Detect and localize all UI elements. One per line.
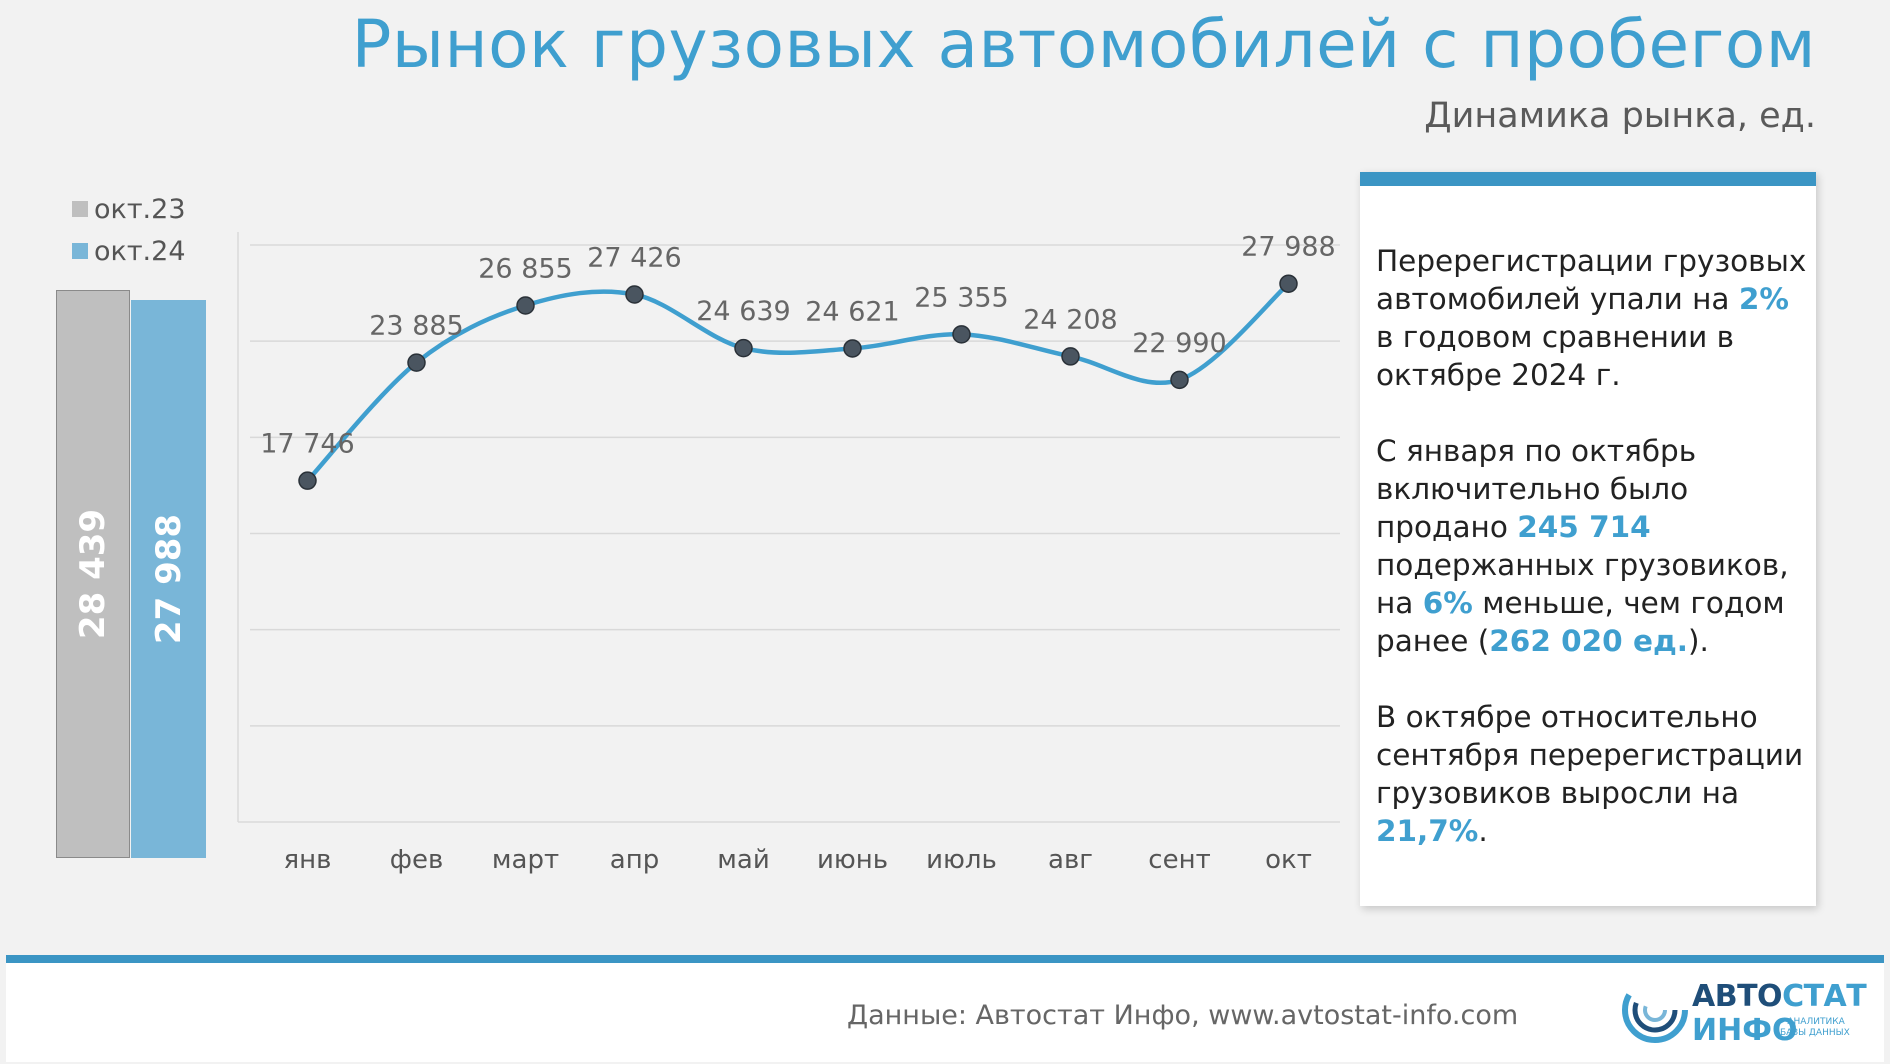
legend-item-oct23: окт.23 bbox=[72, 188, 186, 230]
info-box: Перерегистрации грузовых автомобилей упа… bbox=[1360, 172, 1816, 906]
data-point bbox=[1170, 370, 1189, 390]
legend-item-oct24: окт.24 bbox=[72, 230, 186, 272]
info-p1-text-a: Перерегистрации грузовых автомобилей упа… bbox=[1376, 244, 1807, 316]
data-point bbox=[1279, 274, 1298, 293]
logo-info: ИНФО bbox=[1692, 1013, 1798, 1048]
data-point bbox=[734, 338, 753, 358]
x-tick-label: май bbox=[717, 845, 769, 875]
bar-oct24: 27 988 bbox=[131, 300, 206, 858]
info-p1-text-b: в годовом сравнении в октябре 2024 г. bbox=[1376, 320, 1735, 392]
x-tick-label: март bbox=[492, 845, 559, 875]
legend-label-oct24: окт.24 bbox=[94, 235, 186, 267]
source-text: Данные: Автостат Инфо, www.avtostat-info… bbox=[847, 1000, 1519, 1031]
info-p1-highlight: 2% bbox=[1738, 282, 1789, 316]
x-tick-label: янв bbox=[284, 845, 332, 875]
logo-stat: СТАТ bbox=[1782, 979, 1867, 1014]
legend-swatch-oct23 bbox=[72, 201, 88, 217]
info-p2-text-b: подержанных грузовиков, на bbox=[1376, 548, 1789, 620]
info-p2-text-c: меньше, чем годом ранее ( bbox=[1376, 586, 1785, 658]
data-point bbox=[952, 325, 971, 344]
info-text: Перерегистрации грузовых автомобилей упа… bbox=[1376, 242, 1812, 888]
legend-label-oct23: окт.23 bbox=[94, 193, 186, 225]
x-tick-label: июль bbox=[926, 845, 997, 875]
series-line bbox=[305, 281, 1291, 483]
footer-rule bbox=[6, 955, 1884, 963]
data-label: 22 990 bbox=[1132, 328, 1226, 359]
data-label: 23 885 bbox=[369, 311, 463, 342]
logo-swirl-icon bbox=[1622, 977, 1688, 1043]
data-point bbox=[843, 339, 862, 358]
logo-wordmark-top: АВТОСТАТ bbox=[1692, 979, 1867, 1014]
info-paragraph-3: В октябре относительно сентября перереги… bbox=[1376, 698, 1812, 850]
info-p2-text-d: ). bbox=[1688, 624, 1709, 658]
info-p2-text-a: С января по октябрь включительно было пр… bbox=[1376, 434, 1697, 544]
data-label: 24 621 bbox=[805, 296, 899, 327]
x-tick-label: июнь bbox=[817, 845, 888, 875]
data-label: 17 746 bbox=[260, 429, 354, 460]
legend: окт.23 окт.24 bbox=[72, 188, 186, 272]
legend-swatch-oct24 bbox=[72, 243, 88, 259]
data-label: 27 988 bbox=[1241, 232, 1335, 263]
x-tick-label: фев bbox=[390, 845, 444, 875]
info-paragraph-2: С января по октябрь включительно было пр… bbox=[1376, 432, 1812, 660]
x-tick-label: авг bbox=[1048, 845, 1093, 875]
bar-oct23: 28 439 bbox=[56, 290, 130, 858]
data-label: 24 639 bbox=[696, 296, 790, 327]
data-point bbox=[1061, 347, 1080, 366]
data-label: 24 208 bbox=[1023, 304, 1117, 335]
info-box-header-bar bbox=[1360, 172, 1816, 186]
x-tick-label: окт bbox=[1265, 845, 1312, 875]
info-p2-highlight-2: 6% bbox=[1422, 586, 1473, 620]
info-p2-highlight-3: 262 020 ед. bbox=[1489, 624, 1689, 658]
x-tick-label: сент bbox=[1148, 845, 1210, 875]
data-point bbox=[298, 471, 317, 490]
data-label: 25 355 bbox=[914, 282, 1008, 313]
line-chart: 17 746 янв 23 885 фев 26 855 март 27 426 апр 24 … bbox=[237, 232, 1340, 875]
logo-subtitle: ▸ АНАЛИТИКА БАЗЫ ДАННЫХ bbox=[1780, 1017, 1850, 1039]
info-p3-text-b: . bbox=[1478, 814, 1488, 848]
page-subtitle: Динамика рынка, ед. bbox=[1424, 96, 1816, 136]
info-p3-highlight: 21,7% bbox=[1376, 814, 1479, 848]
data-point bbox=[407, 353, 426, 372]
slide: Рынок грузовых автомобилей с пробегом Ди… bbox=[56, 6, 1816, 906]
avtostat-logo: АВТОСТАТ ИНФО ▸ АНАЛИТИКА БАЗЫ ДАННЫХ bbox=[1620, 975, 1867, 1048]
info-p2-highlight-1: 245 714 bbox=[1517, 510, 1651, 544]
logo-sub-1: ▸ АНАЛИТИКА bbox=[1780, 1017, 1845, 1027]
x-tick-label: апр bbox=[610, 845, 659, 875]
data-label: 27 426 bbox=[587, 243, 681, 274]
data-label: 26 855 bbox=[478, 253, 572, 284]
data-point bbox=[625, 285, 644, 304]
info-p3-text-a: В октябре относительно сентября перереги… bbox=[1376, 700, 1804, 810]
info-paragraph-1: Перерегистрации грузовых автомобилей упа… bbox=[1376, 242, 1812, 394]
footer bbox=[6, 963, 1884, 1062]
data-point bbox=[516, 296, 535, 315]
logo-avto: АВТО bbox=[1692, 979, 1783, 1014]
page-title: Рынок грузовых автомобилей с пробегом bbox=[351, 6, 1816, 83]
logo-sub-2: БАЗЫ ДАННЫХ bbox=[1780, 1028, 1850, 1038]
